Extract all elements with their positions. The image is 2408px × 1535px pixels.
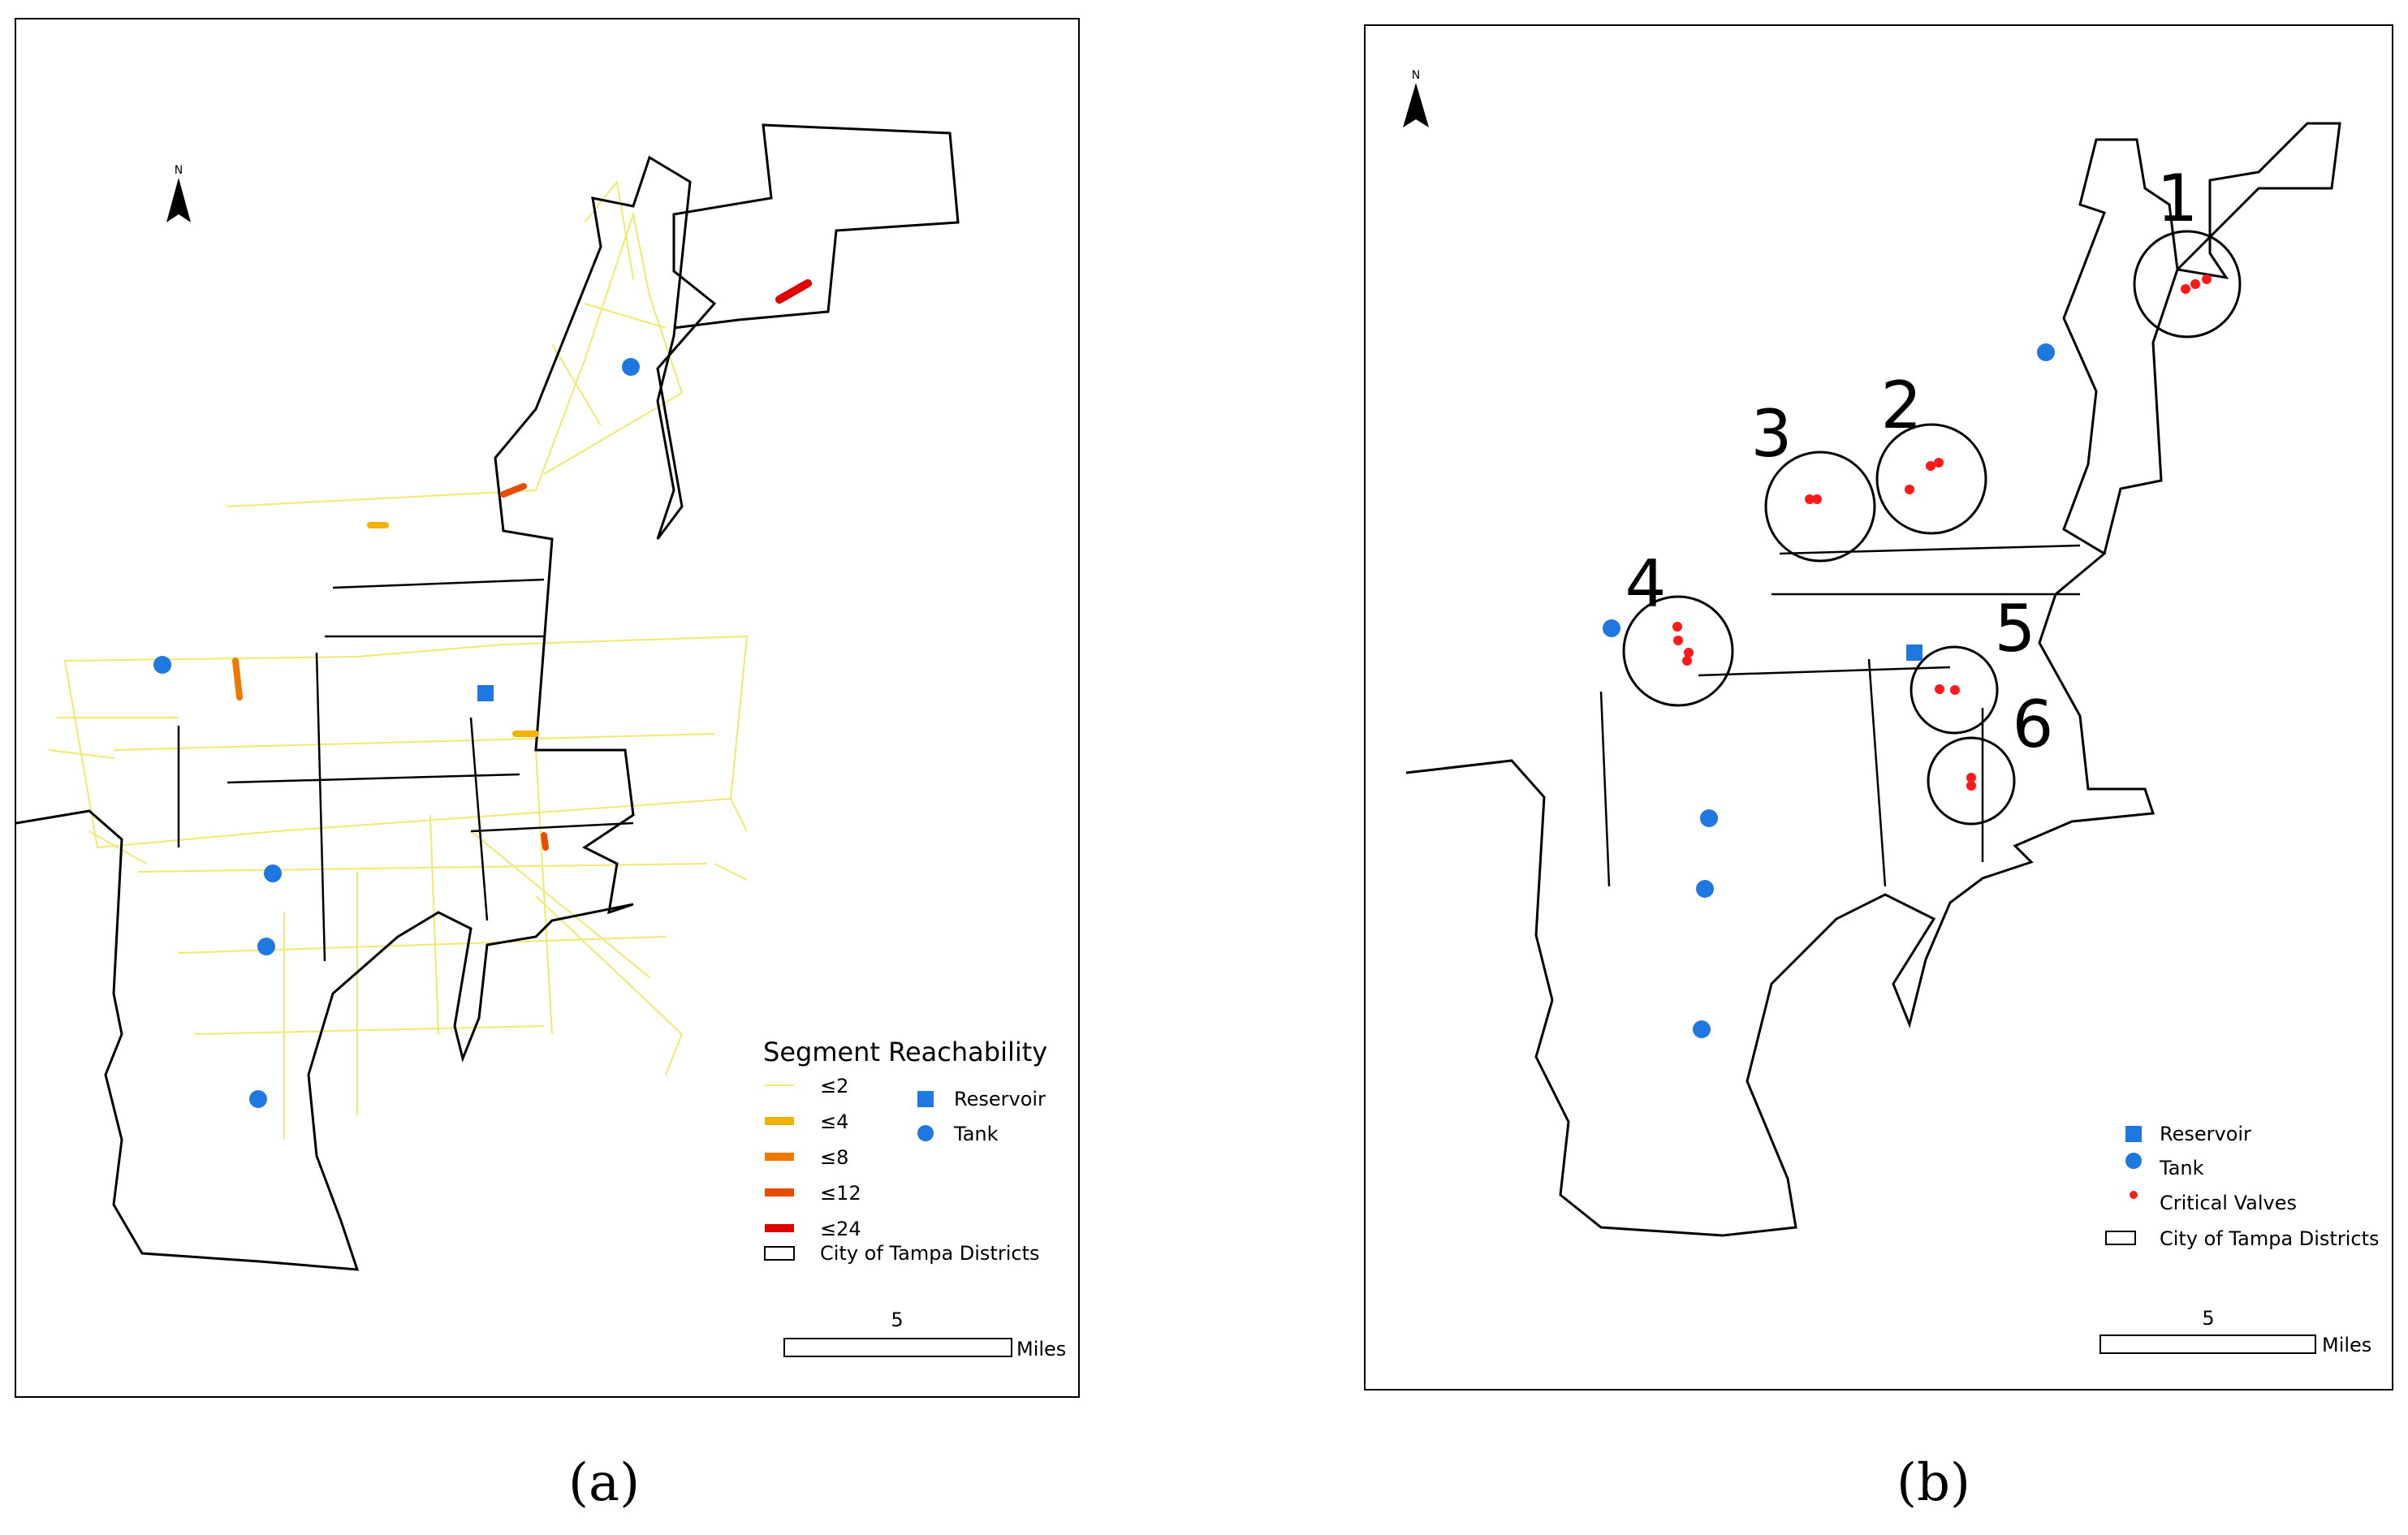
tanks-a	[153, 358, 640, 1108]
scale-bar-a: 5 Miles	[783, 1309, 1066, 1360]
reservoir-b	[1906, 645, 1923, 661]
svg-text:5: 5	[1995, 591, 2036, 666]
reservoir-a	[477, 685, 494, 701]
tampa-districts-boundary-a	[16, 123, 960, 1271]
svg-text:4: 4	[1625, 546, 1667, 622]
svg-text:Reservoir: Reservoir	[954, 1088, 1046, 1110]
legend-label: ≤24	[820, 1218, 861, 1240]
map-panel-b: N 1 2 3 4 5 6	[1364, 24, 2393, 1391]
legend-b: Reservoir Tank Critical Valves City of T…	[2105, 1123, 2379, 1250]
tanks-b	[1603, 343, 2055, 1038]
legend-label: ≤8	[820, 1146, 848, 1169]
svg-text:City of Tampa Districts: City of Tampa Districts	[820, 1242, 1039, 1265]
map-a-svg: N Segment Reachability ≤2 ≤4 ≤8 ≤12 ≤24 Rese…	[16, 123, 1066, 1360]
svg-text:Critical Valves: Critical Valves	[2160, 1192, 2297, 1214]
district-internal-lines-a	[177, 578, 634, 962]
valve-clusters	[1622, 230, 2242, 826]
svg-text:Tank: Tank	[953, 1123, 999, 1145]
svg-text:5: 5	[2202, 1307, 2214, 1330]
legend-a: Segment Reachability ≤2 ≤4 ≤8 ≤12 ≤24 Reserv…	[763, 1037, 1047, 1265]
svg-text:5: 5	[891, 1309, 903, 1331]
svg-text:City of Tampa Districts: City of Tampa Districts	[2160, 1227, 2379, 1250]
critical-valves	[1672, 274, 2212, 791]
map-b-svg: N 1 2 3 4 5 6	[1403, 69, 2379, 1356]
north-arrow-icon: N	[166, 164, 191, 222]
svg-text:Tank: Tank	[2159, 1157, 2204, 1179]
caption-b: (b)	[1897, 1453, 1970, 1513]
scale-bar-b: 5 Miles	[2099, 1307, 2371, 1356]
north-arrow-icon-b: N	[1403, 69, 1429, 127]
svg-text:Segment Reachability: Segment Reachability	[763, 1037, 1047, 1067]
district-internal-lines-b	[1599, 544, 2081, 887]
svg-text:N: N	[1412, 69, 1420, 82]
svg-text:Miles: Miles	[1016, 1338, 1066, 1360]
legend-label: ≤12	[820, 1182, 861, 1205]
svg-text:6: 6	[2013, 687, 2054, 762]
svg-text:Miles: Miles	[2322, 1334, 2371, 1356]
map-panel-a: N Segment Reachability ≤2 ≤4 ≤8 ≤12 ≤24 Rese…	[15, 18, 1080, 1398]
svg-text:Reservoir: Reservoir	[2160, 1123, 2251, 1145]
cluster-labels: 1 2 3 4 5 6	[1625, 161, 2199, 762]
network-lines-high	[232, 279, 812, 851]
network-lines-low	[48, 179, 749, 1140]
svg-text:1: 1	[2157, 161, 2199, 236]
svg-text:N: N	[175, 164, 183, 177]
caption-a: (a)	[568, 1453, 641, 1513]
tampa-districts-boundary-b	[1405, 122, 2341, 1237]
legend-label: ≤2	[820, 1075, 848, 1097]
svg-text:3: 3	[1751, 396, 1793, 472]
svg-text:2: 2	[1881, 368, 1923, 443]
legend-label: ≤4	[820, 1110, 848, 1133]
